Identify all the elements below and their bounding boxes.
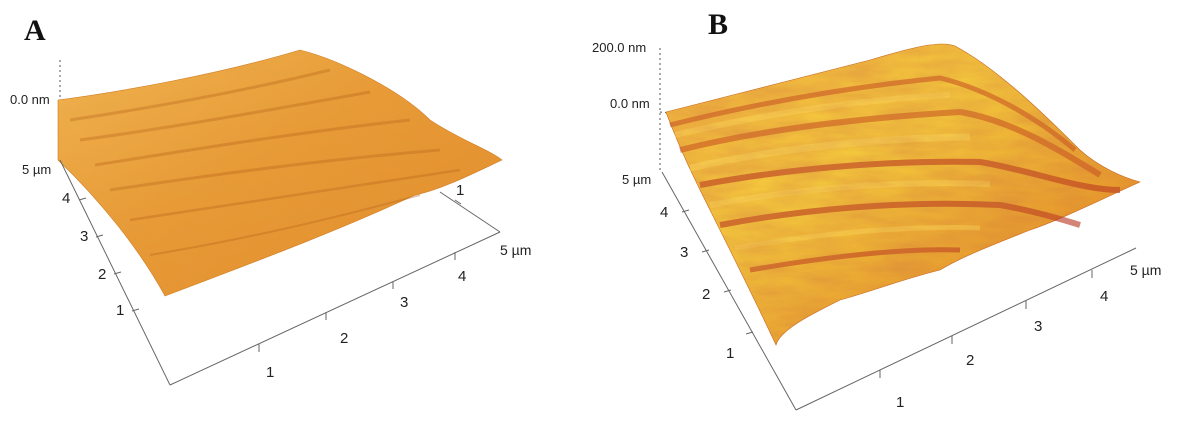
z-axis-label: 0.0 nm — [10, 92, 50, 107]
y-tick: 1 — [726, 345, 735, 362]
x-tick: 3 — [400, 294, 409, 311]
y-axis-max-label: 5 µm — [22, 162, 52, 177]
afm-panel-b: B 200.0 nm 0.0 nm 5 µm 4 3 2 1 1 2 3 4 5… — [580, 0, 1178, 428]
afm-surface-a — [57, 49, 503, 386]
x-tick: 1 — [266, 364, 275, 381]
y-tick: 2 — [702, 286, 711, 303]
x-tick: 4 — [1100, 288, 1109, 305]
y-tick: 4 — [660, 204, 669, 221]
z-axis-max-label: 200.0 nm — [592, 40, 647, 55]
y-tick: 2 — [98, 266, 107, 283]
x-tick: 2 — [340, 330, 349, 347]
y-tick: 3 — [680, 244, 689, 261]
back-tick: 1 — [456, 182, 465, 199]
x-axis-max-label: 5 µm — [1130, 262, 1162, 278]
afm-surface-b — [659, 43, 1141, 411]
x-tick: 2 — [966, 352, 975, 369]
x-tick: 1 — [896, 394, 905, 411]
panel-label-a: A — [24, 14, 46, 47]
y-tick: 1 — [116, 302, 125, 319]
z-axis-zero-label: 0.0 nm — [610, 96, 650, 111]
afm-panel-a: A 0.0 nm 5 µm 4 3 2 1 1 2 3 4 5 µm 1 — [0, 0, 560, 428]
y-tick: 3 — [80, 228, 89, 245]
x-axis-max-label: 5 µm — [500, 242, 532, 258]
panel-label-b: B — [708, 8, 729, 41]
x-tick: 4 — [458, 268, 467, 285]
x-tick: 3 — [1034, 318, 1043, 335]
y-tick: 4 — [62, 190, 71, 207]
y-axis-max-label: 5 µm — [622, 172, 652, 187]
